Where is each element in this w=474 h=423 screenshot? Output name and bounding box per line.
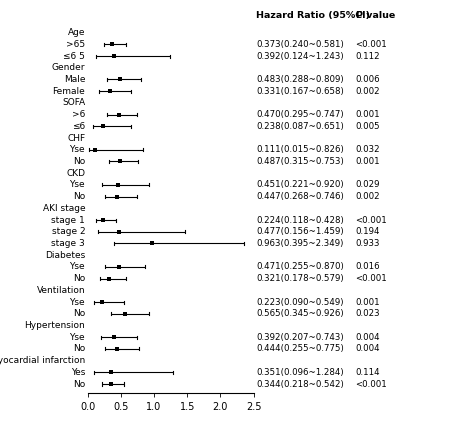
Text: stage 1: stage 1 (52, 216, 85, 225)
Text: 0.114: 0.114 (356, 368, 380, 377)
Text: CHF: CHF (67, 134, 85, 143)
Text: 0.565(0.345~0.926): 0.565(0.345~0.926) (256, 309, 344, 318)
Text: No: No (73, 379, 85, 388)
Text: 0.477(0.156~1.459): 0.477(0.156~1.459) (256, 227, 344, 236)
Text: 0.001: 0.001 (356, 110, 380, 119)
Text: 0.471(0.255~0.870): 0.471(0.255~0.870) (256, 262, 344, 272)
Text: 0.194: 0.194 (356, 227, 380, 236)
Text: No: No (73, 344, 85, 353)
Text: 0.351(0.096~1.284): 0.351(0.096~1.284) (256, 368, 344, 377)
Text: Yse: Yse (70, 297, 85, 307)
Text: <0.001: <0.001 (356, 274, 387, 283)
Text: 0.001: 0.001 (356, 157, 380, 166)
Text: Age: Age (68, 28, 85, 37)
Text: 0.451(0.221~0.920): 0.451(0.221~0.920) (256, 180, 344, 190)
Text: Gender: Gender (52, 63, 85, 72)
Text: 0.321(0.178~0.579): 0.321(0.178~0.579) (256, 274, 344, 283)
Text: 0.447(0.268~0.746): 0.447(0.268~0.746) (256, 192, 344, 201)
Text: Diabetes: Diabetes (45, 251, 85, 260)
Text: No: No (73, 274, 85, 283)
Text: 0.029: 0.029 (356, 180, 380, 190)
Text: 0.963(0.395~2.349): 0.963(0.395~2.349) (256, 239, 343, 248)
Text: stage 3: stage 3 (52, 239, 85, 248)
Text: <0.001: <0.001 (356, 40, 387, 49)
Text: 0.470(0.295~0.747): 0.470(0.295~0.747) (256, 110, 344, 119)
Text: >6: >6 (72, 110, 85, 119)
Text: No: No (73, 192, 85, 201)
Text: stage 2: stage 2 (52, 227, 85, 236)
Text: Male: Male (64, 75, 85, 84)
Text: Yse: Yse (70, 145, 85, 154)
Text: No: No (73, 157, 85, 166)
Text: 0.111(0.015~0.826): 0.111(0.015~0.826) (256, 145, 344, 154)
Text: 0.004: 0.004 (356, 344, 380, 353)
Text: 0.392(0.207~0.743): 0.392(0.207~0.743) (256, 332, 344, 342)
Text: 0.373(0.240~0.581): 0.373(0.240~0.581) (256, 40, 344, 49)
Text: 0.238(0.087~0.651): 0.238(0.087~0.651) (256, 122, 344, 131)
Text: Yse: Yse (70, 332, 85, 342)
Text: 0.005: 0.005 (356, 122, 380, 131)
Text: 0.016: 0.016 (356, 262, 380, 272)
Text: 0.392(0.124~1.243): 0.392(0.124~1.243) (256, 52, 344, 60)
Text: 0.331(0.167~0.658): 0.331(0.167~0.658) (256, 87, 344, 96)
Text: 0.004: 0.004 (356, 332, 380, 342)
Text: Female: Female (53, 87, 85, 96)
Text: Hypertension: Hypertension (25, 321, 85, 330)
Text: No: No (73, 309, 85, 318)
Text: 0.023: 0.023 (356, 309, 380, 318)
Text: CKD: CKD (66, 169, 85, 178)
Text: >65: >65 (66, 40, 85, 49)
Text: 0.006: 0.006 (356, 75, 380, 84)
Text: 0.002: 0.002 (356, 192, 380, 201)
Text: P value: P value (356, 11, 395, 20)
Text: 0.001: 0.001 (356, 297, 380, 307)
Text: 0.483(0.288~0.809): 0.483(0.288~0.809) (256, 75, 344, 84)
Text: ≤6: ≤6 (72, 122, 85, 131)
Text: <0.001: <0.001 (356, 216, 387, 225)
Text: 0.344(0.218~0.542): 0.344(0.218~0.542) (256, 379, 344, 388)
Text: 0.444(0.255~0.775): 0.444(0.255~0.775) (256, 344, 344, 353)
Text: 0.002: 0.002 (356, 87, 380, 96)
Text: SOFA: SOFA (62, 99, 85, 107)
Text: 0.112: 0.112 (356, 52, 380, 60)
Text: 0.032: 0.032 (356, 145, 380, 154)
Text: Yse: Yse (70, 262, 85, 272)
Text: 0.487(0.315~0.753): 0.487(0.315~0.753) (256, 157, 344, 166)
Text: Myocardial infarction: Myocardial infarction (0, 356, 85, 365)
Text: AKI stage: AKI stage (43, 204, 85, 213)
Text: Yse: Yse (70, 180, 85, 190)
Text: 0.933: 0.933 (356, 239, 380, 248)
Text: <0.001: <0.001 (356, 379, 387, 388)
Text: 0.223(0.090~0.549): 0.223(0.090~0.549) (256, 297, 344, 307)
Text: Yes: Yes (71, 368, 85, 377)
Text: 0.224(0.118~0.428): 0.224(0.118~0.428) (256, 216, 344, 225)
Text: Ventilation: Ventilation (36, 286, 85, 295)
Text: ≤6 5: ≤6 5 (64, 52, 85, 60)
Text: Hazard Ratio (95%Cl): Hazard Ratio (95%Cl) (256, 11, 370, 20)
